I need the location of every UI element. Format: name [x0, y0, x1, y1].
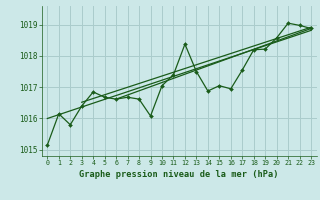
X-axis label: Graphe pression niveau de la mer (hPa): Graphe pression niveau de la mer (hPa) [79, 170, 279, 179]
